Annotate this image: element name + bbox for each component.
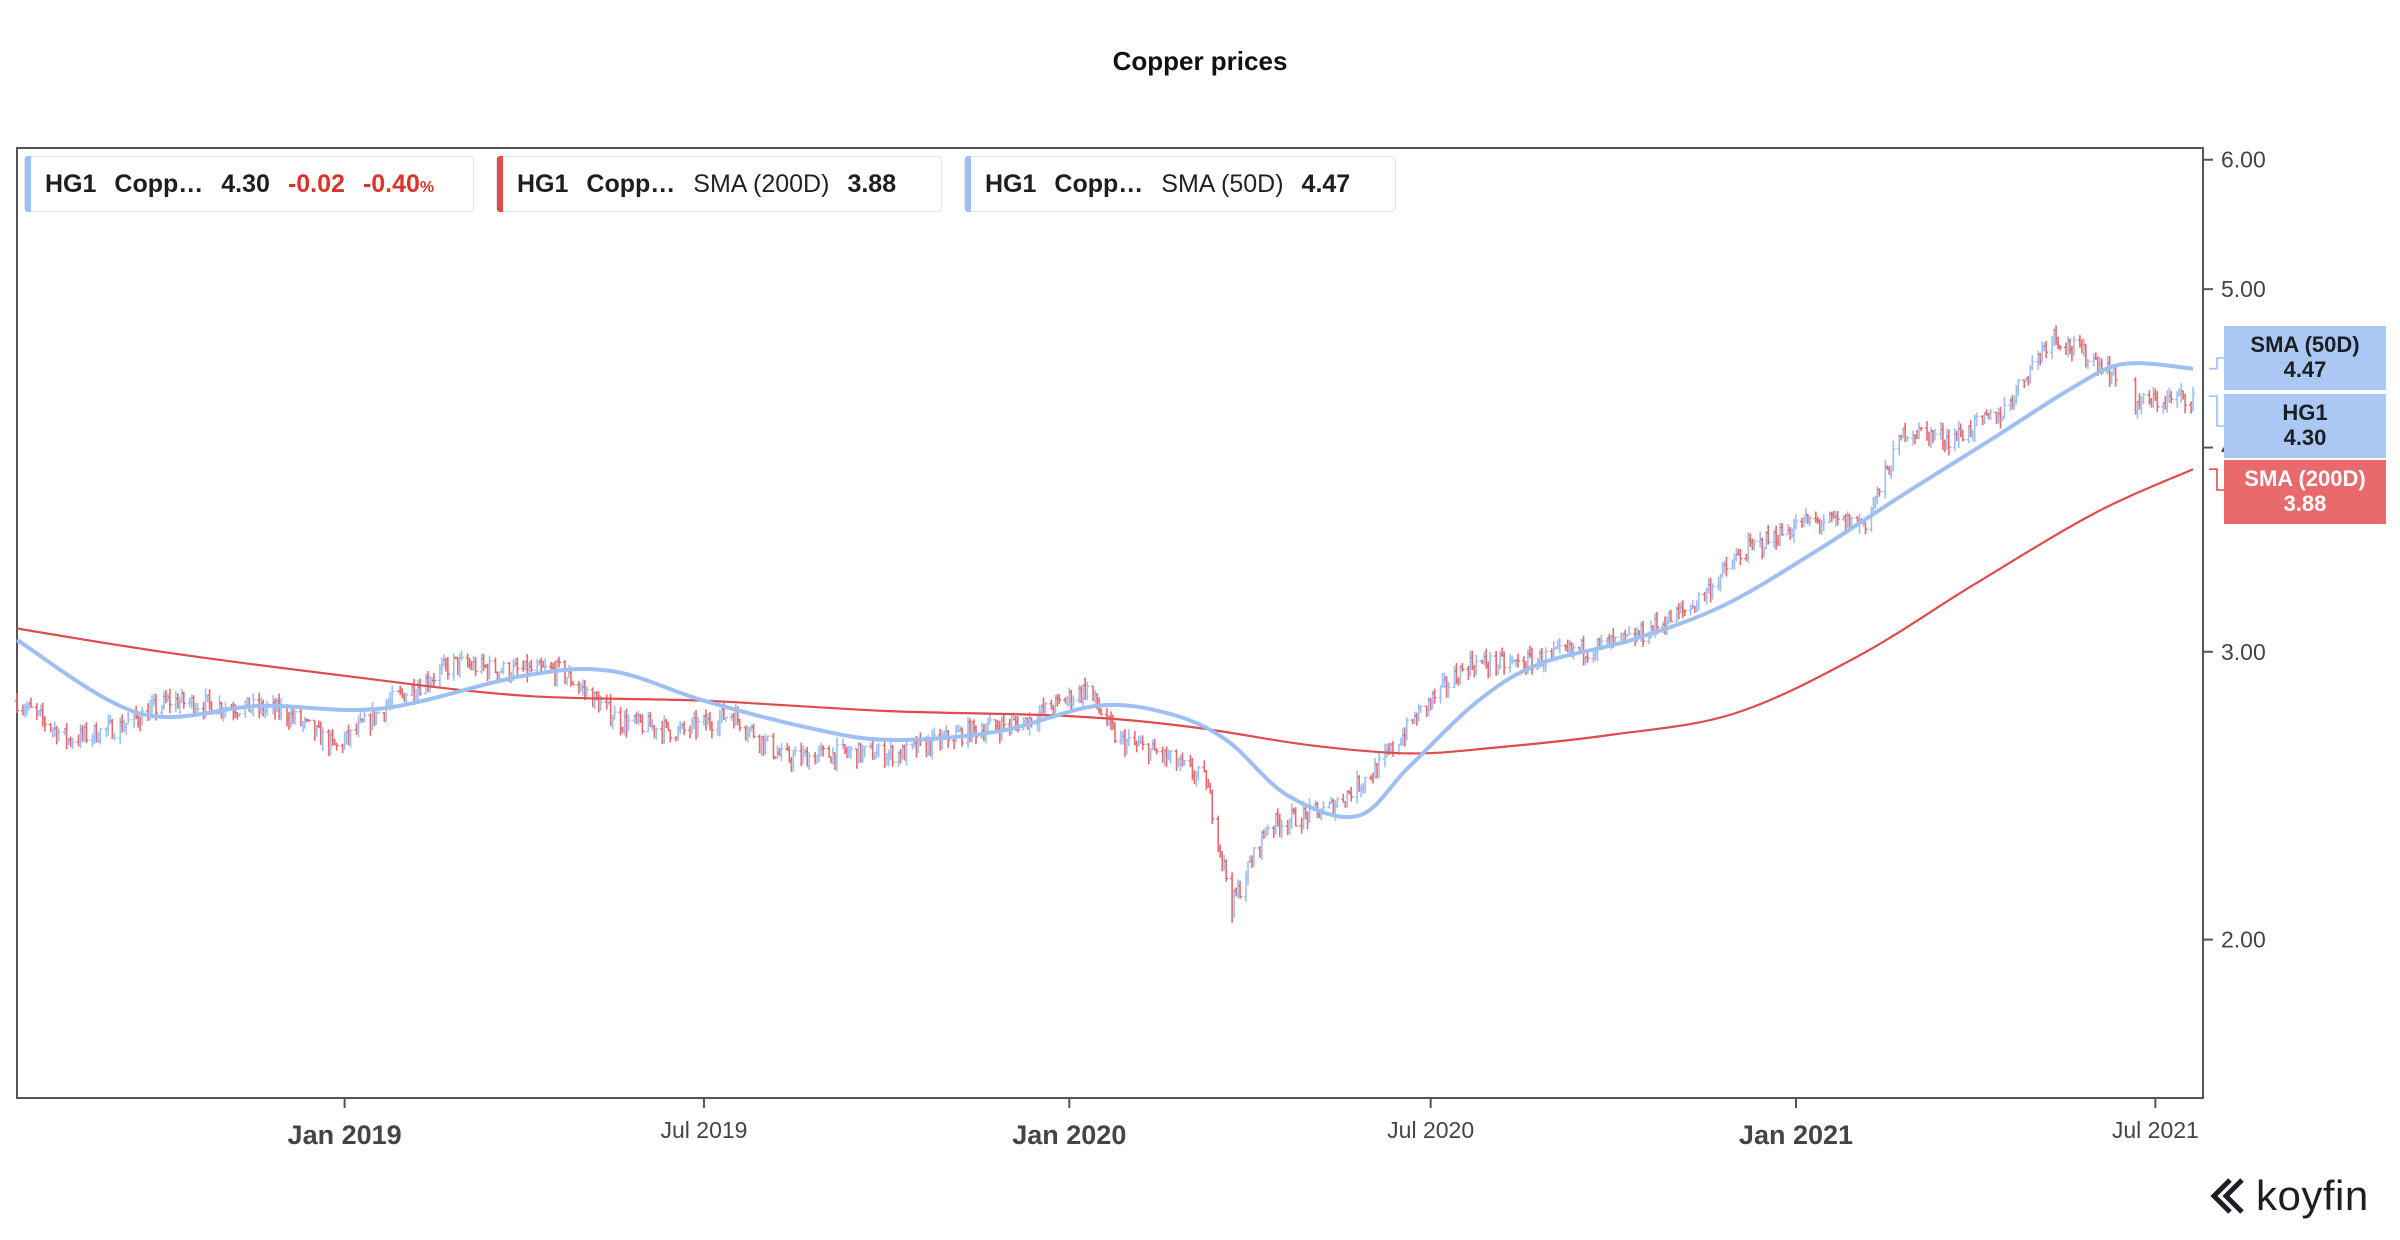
legend-sma50-value: 4.47 xyxy=(1301,169,1351,198)
legend-sma200-value: 3.88 xyxy=(847,169,897,198)
y-tick-label: 3.00 xyxy=(2221,639,2266,665)
plot-frame xyxy=(16,147,2204,1099)
legend-sma200-name: Copp… xyxy=(586,169,676,198)
price-tag-hg1: HG1 4.30 xyxy=(2224,394,2386,458)
legend-sma200-swatch xyxy=(497,156,503,212)
x-tick-label: Jul 2020 xyxy=(1387,1117,1474,1143)
x-tick-label: Jul 2019 xyxy=(660,1117,747,1143)
koyfin-logo-icon xyxy=(2210,1178,2244,1214)
legend-price-change-pct: -0.40% xyxy=(363,170,434,199)
hg1-tag-connector xyxy=(2209,395,2224,427)
legend-sma50-name: Copp… xyxy=(1054,169,1144,198)
price-tag-sma200: SMA (200D) 3.88 xyxy=(2224,460,2386,524)
legend-price-swatch xyxy=(25,156,31,212)
x-tick-label: Jan 2021 xyxy=(1739,1120,1853,1150)
price-tag-sma200-label: SMA (200D) xyxy=(2244,466,2366,491)
sma200-tag-connector xyxy=(2209,468,2224,491)
x-tick-label: Jan 2019 xyxy=(288,1120,402,1150)
x-tick-label: Jan 2020 xyxy=(1012,1120,1126,1150)
sma50-tag-connector xyxy=(2209,357,2224,370)
sma200-line xyxy=(16,468,2194,755)
price-tag-sma50-label: SMA (50D) xyxy=(2250,332,2360,357)
legend-sma200-symbol: HG1 xyxy=(517,169,569,198)
x-tick-label: Jul 2021 xyxy=(2112,1117,2199,1143)
legend-sma200[interactable]: HG1 Copp… SMA (200D) 3.88 xyxy=(496,156,942,212)
sma50-line xyxy=(15,361,2194,820)
price-tag-sma50: SMA (50D) 4.47 xyxy=(2224,326,2386,390)
price-tag-sma200-value: 3.88 xyxy=(2283,491,2327,516)
legend-sma50[interactable]: HG1 Copp… SMA (50D) 4.47 xyxy=(964,156,1396,212)
y-tick-label: 2.00 xyxy=(2221,927,2266,953)
legend-sma50-indicator: SMA (50D) xyxy=(1161,169,1284,198)
legend-price[interactable]: HG1 Copp… 4.30 -0.02 -0.40% xyxy=(24,156,474,212)
koyfin-logo[interactable]: koyfin xyxy=(2208,1172,2369,1220)
price-tag-hg1-value: 4.30 xyxy=(2283,425,2327,450)
koyfin-logo-text: koyfin xyxy=(2256,1172,2369,1219)
legend-sma50-swatch xyxy=(965,156,971,212)
legend-price-name: Copp… xyxy=(114,169,204,198)
y-tick-label: 5.00 xyxy=(2221,276,2266,302)
legend-price-change-pct-value: -0.40 xyxy=(362,169,420,198)
legend-sma200-indicator: SMA (200D) xyxy=(693,169,830,198)
legend-price-pct-sign: % xyxy=(419,178,435,196)
price-tag-sma50-value: 4.47 xyxy=(2283,357,2327,382)
y-tick-label: 6.00 xyxy=(2221,147,2266,173)
legend-price-symbol: HG1 xyxy=(45,169,97,198)
legend-sma50-symbol: HG1 xyxy=(985,169,1037,198)
price-tag-hg1-label: HG1 xyxy=(2282,400,2328,425)
legend-price-change: -0.02 xyxy=(287,169,345,198)
legend-price-value: 4.30 xyxy=(221,169,270,198)
chart-title: Copper prices xyxy=(1112,46,1288,76)
